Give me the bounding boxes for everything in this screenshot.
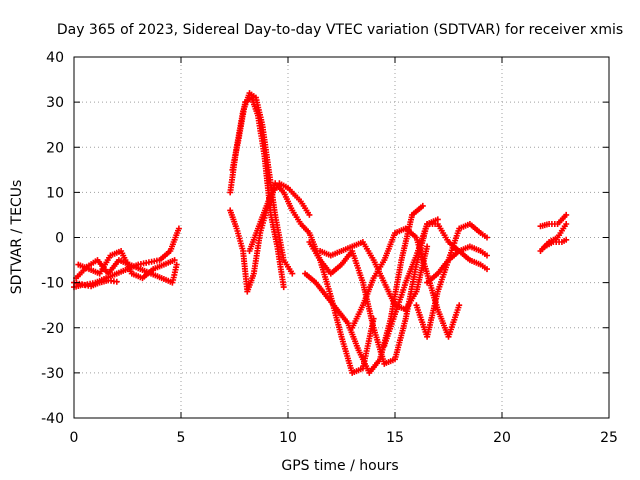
grid-lines: [74, 57, 609, 418]
x-tick-label: 25: [600, 430, 618, 446]
series-arc-18: [541, 236, 570, 250]
y-axis-label: SDTVAR / TECUs: [9, 180, 25, 295]
x-axis-label: GPS time / hours: [281, 458, 398, 474]
y-tick-label: 30: [46, 95, 64, 111]
x-tick-label: 5: [177, 430, 186, 446]
y-tick-label: 40: [46, 50, 64, 66]
y-tick-label: 10: [46, 185, 64, 201]
axis-ticks: 0 5 10 15 20 25 -40 -30 -20 -10 0 10 20 30 40: [41, 50, 618, 446]
series-markers: [71, 277, 120, 291]
series-arc-11: [317, 239, 431, 313]
series-arc-14: [413, 221, 490, 340]
chart-title: Day 365 of 2023, Sidereal Day-to-day VTE…: [57, 22, 623, 38]
series-markers: [537, 211, 570, 230]
series-arc-16: [537, 211, 570, 230]
series-markers: [317, 239, 431, 313]
series-markers: [541, 236, 570, 250]
y-tick-label: 20: [46, 140, 64, 156]
series-markers: [424, 243, 490, 286]
series-markers: [413, 221, 490, 340]
x-tick-label: 0: [70, 430, 79, 446]
x-tick-label: 10: [279, 430, 297, 446]
y-tick-label: -10: [41, 276, 64, 292]
x-tick-label: 15: [386, 430, 404, 446]
data-series: [71, 90, 570, 376]
y-tick-label: -20: [41, 321, 64, 337]
y-tick-label: 0: [55, 231, 64, 247]
series-arc-15: [424, 243, 490, 286]
series-arc-3: [75, 248, 178, 282]
y-tick-label: -40: [41, 411, 64, 427]
y-tick-label: -30: [41, 366, 64, 382]
x-tick-label: 20: [493, 430, 511, 446]
series-arc-4: [71, 277, 120, 291]
series-markers: [75, 248, 178, 282]
